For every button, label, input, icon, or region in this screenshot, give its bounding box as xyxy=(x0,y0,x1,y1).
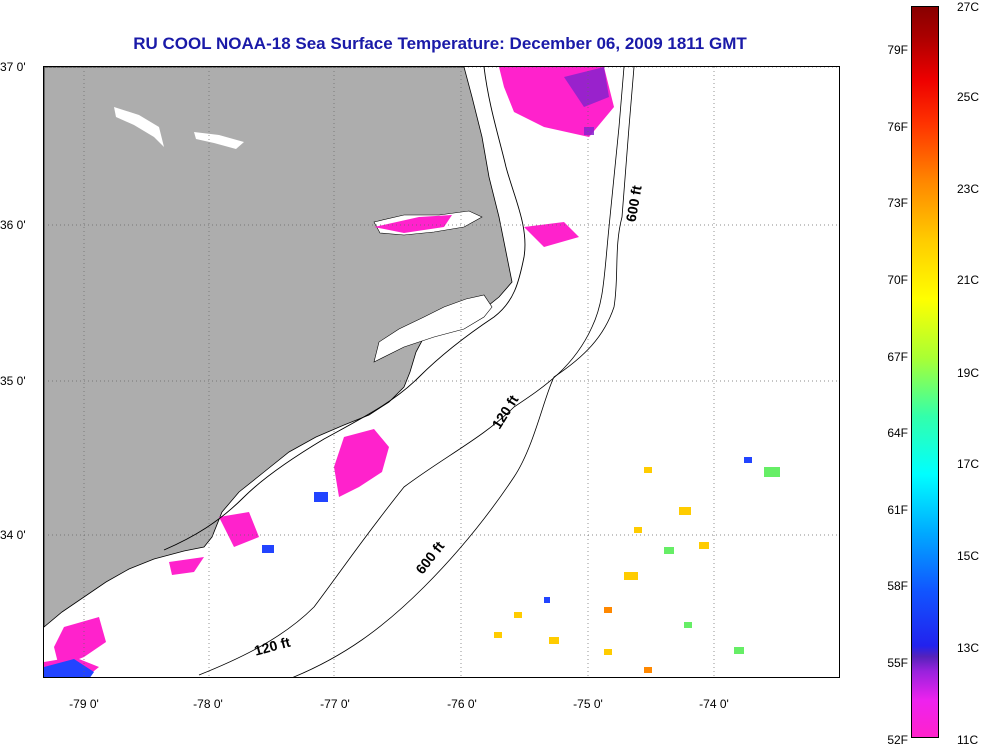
lon-label: -74 0' xyxy=(699,697,729,711)
colorbar-f-label: 79F xyxy=(887,43,908,57)
isobath-label-600-north: 600 ft xyxy=(623,184,645,223)
pamlico-sound xyxy=(373,294,493,363)
colorbar-f-label: 55F xyxy=(887,656,908,670)
colorbar-f-label: 58F xyxy=(887,579,908,593)
colorbar-f-label: 76F xyxy=(887,120,908,134)
river-2 xyxy=(194,132,244,149)
colorbar-c-label: 21C xyxy=(957,273,980,287)
sst-green-speckles xyxy=(664,467,780,654)
colorbar-f-label: 52F xyxy=(887,733,908,747)
lon-label: -79 0' xyxy=(69,697,99,711)
isobath-600ft xyxy=(292,67,635,677)
lon-label: -77 0' xyxy=(320,697,350,711)
isobath-label-600-south: 600 ft xyxy=(412,538,447,577)
colorbar-c-label: 25C xyxy=(957,90,980,104)
sst-orange-speckles xyxy=(604,607,652,673)
grid-lines xyxy=(44,67,839,677)
colorbar-c-label: 19C xyxy=(957,366,980,380)
sst-blue xyxy=(44,457,752,677)
isobath-label-120-mid: 120 ft xyxy=(489,392,522,432)
lat-label: 37 0' xyxy=(0,60,26,74)
sst-patches xyxy=(44,67,614,677)
temperature-colorbar xyxy=(911,6,939,738)
colorbar-f-label: 64F xyxy=(887,426,908,440)
lat-label: 36 0' xyxy=(0,218,26,232)
map-title: RU COOL NOAA-18 Sea Surface Temperature:… xyxy=(133,34,747,53)
colorbar-f-label: 70F xyxy=(887,273,908,287)
land-mass xyxy=(44,67,513,628)
barrier-islands xyxy=(163,67,526,551)
lon-label: -76 0' xyxy=(447,697,477,711)
lon-label: -75 0' xyxy=(573,697,603,711)
colorbar-c-label: 11C xyxy=(957,733,979,747)
sst-warm-speckles xyxy=(494,467,709,655)
colorbar-c-label: 15C xyxy=(957,549,980,563)
map-canvas: 600 ft 120 ft 120 ft 600 ft xyxy=(44,67,839,677)
sst-map[interactable]: 600 ft 120 ft 120 ft 600 ft xyxy=(43,66,840,678)
colorbar-f-label: 73F xyxy=(887,196,908,210)
lat-label: 35 0' xyxy=(0,374,26,388)
colorbar-c-label: 27C xyxy=(957,0,980,14)
colorbar-c-label: 23C xyxy=(957,182,980,196)
isobath-label-120-south: 120 ft xyxy=(252,634,292,659)
colorbar-c-label: 17C xyxy=(957,457,980,471)
lon-label: -78 0' xyxy=(193,697,223,711)
isobath-120ft xyxy=(198,67,625,676)
lat-label: 34 0' xyxy=(0,528,26,542)
colorbar-c-label: 13C xyxy=(957,641,980,655)
colorbar-f-label: 67F xyxy=(887,350,908,364)
sst-purple xyxy=(564,67,609,135)
chesapeake-river xyxy=(114,107,164,147)
colorbar-f-label: 61F xyxy=(887,503,908,517)
